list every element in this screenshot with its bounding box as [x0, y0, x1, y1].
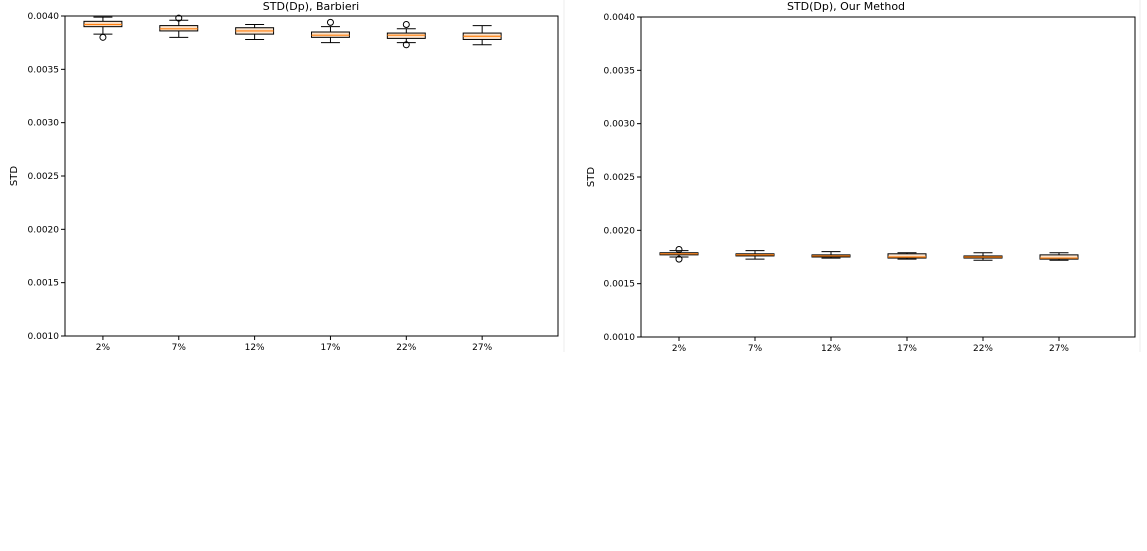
y-tick-label: 0.0035: [28, 65, 60, 75]
boxplot-12pct: [235, 24, 275, 40]
boxplot-22pct: [386, 21, 426, 49]
x-tick-label: 7%: [748, 344, 763, 354]
x-tick-label: 17%: [320, 343, 340, 353]
y-tick-label: 0.0040: [604, 13, 636, 23]
box: [1039, 254, 1079, 260]
plot-frame: [640, 16, 1136, 338]
y-tick-label: 0.0010: [28, 332, 60, 342]
outlier-point: [675, 255, 683, 263]
y-tick-label: 0.0025: [604, 173, 636, 183]
y-ticks: 0.0010 0.0015 0.0020 0.0025 0.0030 0.0035 0.00…: [28, 12, 65, 342]
boxplot-22pct: [963, 252, 1003, 261]
x-tick-label: 27%: [472, 343, 492, 353]
boxplot-7pct: [735, 250, 775, 260]
x-tick-label: 2%: [672, 344, 687, 354]
x-tick-label: 2%: [96, 343, 111, 353]
y-tick-label: 0.0015: [28, 279, 60, 289]
chart-title: STD(Dp), Our Method: [787, 0, 905, 13]
y-tick-label: 0.0030: [604, 120, 636, 130]
y-tick-label: 0.0010: [604, 333, 636, 343]
y-axis-label: STD: [586, 167, 597, 187]
chart-panel-barbieri: STD(Dp), Barbieri STD 0.0010 0.0015 0.0020…: [9, 0, 559, 353]
box-marks: [659, 246, 1079, 263]
y-tick-label: 0.0040: [28, 12, 60, 22]
x-tick-label: 7%: [172, 343, 187, 353]
boxplot-2pct: [659, 246, 699, 263]
outlier-point: [326, 18, 334, 26]
outlier-point: [402, 41, 410, 49]
boxplot-27pct: [1039, 252, 1079, 261]
y-tick-label: 0.0020: [604, 226, 636, 236]
boxplot-17pct: [311, 18, 350, 44]
y-tick-label: 0.0035: [604, 66, 636, 76]
boxplot-2pct: [83, 16, 123, 41]
outlier-point: [675, 246, 683, 254]
plot-frame: [64, 15, 559, 337]
chart-panel-our-method: STD(Dp), Our Method STD 0.00100.00150.00…: [586, 0, 1136, 354]
boxplot-7pct: [159, 14, 199, 38]
x-tick-label: 12%: [821, 344, 841, 354]
outlier-point: [99, 33, 107, 41]
boxplot-27pct: [462, 25, 502, 46]
y-tick-label: 0.0020: [28, 225, 60, 235]
x-tick-label: 22%: [396, 343, 416, 353]
y-tick-label: 0.0030: [28, 119, 60, 129]
chart-title: STD(Dp), Barbieri: [263, 0, 359, 13]
x-ticks: 2% 7% 12% 17% 22% 27%: [672, 337, 1069, 354]
y-ticks: 0.0010 0.0015 0.0020 0.0025 0.0030 0.0035 0.00…: [604, 13, 641, 343]
outlier-point: [402, 21, 410, 29]
y-tick-label: 0.0015: [604, 280, 636, 290]
boxplot-12pct: [811, 251, 851, 259]
x-tick-label: 17%: [897, 344, 917, 354]
box: [887, 253, 927, 259]
outlier-point: [175, 14, 183, 22]
box-marks: [83, 14, 502, 49]
y-axis-label: STD: [9, 166, 20, 186]
x-ticks: 2% 7% 12% 17% 22% 27%: [96, 336, 493, 353]
boxplot-17pct: [887, 252, 927, 260]
y-tick-label: 0.0025: [28, 172, 60, 182]
x-tick-label: 12%: [245, 343, 265, 353]
x-tick-label: 27%: [1049, 344, 1069, 354]
x-tick-label: 22%: [973, 344, 993, 354]
